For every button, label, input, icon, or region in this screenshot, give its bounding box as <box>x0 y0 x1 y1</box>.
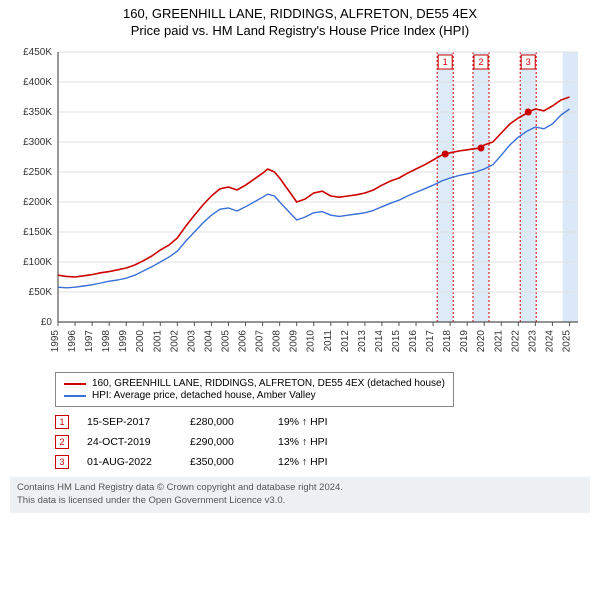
event-badge: 2 <box>55 435 69 449</box>
legend: 160, GREENHILL LANE, RIDDINGS, ALFRETON,… <box>55 372 454 407</box>
chart-title: 160, GREENHILL LANE, RIDDINGS, ALFRETON,… <box>0 0 600 40</box>
svg-text:2007: 2007 <box>255 330 266 353</box>
svg-text:2011: 2011 <box>323 330 334 352</box>
svg-text:2023: 2023 <box>527 330 538 353</box>
svg-text:2013: 2013 <box>357 330 368 353</box>
svg-text:£150K: £150K <box>23 227 52 238</box>
svg-text:2016: 2016 <box>408 330 419 353</box>
svg-text:2008: 2008 <box>272 330 283 353</box>
svg-text:£50K: £50K <box>29 287 53 298</box>
legend-item: 160, GREENHILL LANE, RIDDINGS, ALFRETON,… <box>64 378 445 389</box>
event-date: 15-SEP-2017 <box>87 416 172 428</box>
svg-text:2018: 2018 <box>442 330 453 353</box>
svg-text:2014: 2014 <box>374 330 385 353</box>
svg-text:2020: 2020 <box>476 330 487 353</box>
svg-text:1995: 1995 <box>50 330 61 353</box>
svg-text:2012: 2012 <box>340 330 351 353</box>
events-table: 1 15-SEP-2017 £280,000 19% ↑ HPI 2 24-OCT-201… <box>55 415 590 469</box>
svg-text:2009: 2009 <box>289 330 300 353</box>
svg-text:1996: 1996 <box>67 330 78 353</box>
svg-text:1998: 1998 <box>101 330 112 353</box>
legend-item: HPI: Average price, detached house, Ambe… <box>64 390 445 401</box>
title-line2: Price paid vs. HM Land Registry's House … <box>8 23 592 38</box>
svg-text:3: 3 <box>526 57 531 67</box>
event-delta: 12% ↑ HPI <box>278 456 328 468</box>
event-delta: 13% ↑ HPI <box>278 436 328 448</box>
svg-text:£450K: £450K <box>23 47 52 58</box>
title-line1: 160, GREENHILL LANE, RIDDINGS, ALFRETON,… <box>8 6 592 21</box>
svg-text:2010: 2010 <box>306 330 317 353</box>
svg-text:£350K: £350K <box>23 107 52 118</box>
svg-text:2: 2 <box>478 57 483 67</box>
svg-text:2005: 2005 <box>220 330 231 353</box>
svg-text:2006: 2006 <box>238 330 249 353</box>
svg-text:£0: £0 <box>41 317 53 328</box>
event-delta: 19% ↑ HPI <box>278 416 328 428</box>
event-badge: 3 <box>55 455 69 469</box>
svg-text:2001: 2001 <box>152 330 163 353</box>
event-badge: 1 <box>55 415 69 429</box>
legend-swatch <box>64 383 86 385</box>
svg-text:2017: 2017 <box>425 330 436 353</box>
svg-text:2021: 2021 <box>493 330 504 353</box>
legend-swatch <box>64 395 86 397</box>
event-date: 24-OCT-2019 <box>87 436 172 448</box>
legend-label: HPI: Average price, detached house, Ambe… <box>92 390 316 401</box>
svg-text:2025: 2025 <box>561 330 572 353</box>
event-price: £290,000 <box>190 436 260 448</box>
svg-text:2003: 2003 <box>186 330 197 353</box>
event-price: £350,000 <box>190 456 260 468</box>
event-row: 2 24-OCT-2019 £290,000 13% ↑ HPI <box>55 435 590 449</box>
event-price: £280,000 <box>190 416 260 428</box>
event-row: 1 15-SEP-2017 £280,000 19% ↑ HPI <box>55 415 590 429</box>
svg-text:1: 1 <box>443 57 448 67</box>
svg-text:£100K: £100K <box>23 257 52 268</box>
footer-line1: Contains HM Land Registry data © Crown c… <box>17 482 583 495</box>
svg-text:£400K: £400K <box>23 77 52 88</box>
svg-text:1997: 1997 <box>84 330 95 353</box>
footer-line2: This data is licensed under the Open Gov… <box>17 495 583 508</box>
svg-text:£200K: £200K <box>23 197 52 208</box>
legend-label: 160, GREENHILL LANE, RIDDINGS, ALFRETON,… <box>92 378 445 389</box>
svg-text:2024: 2024 <box>544 330 555 353</box>
svg-text:2022: 2022 <box>510 330 521 353</box>
event-date: 01-AUG-2022 <box>87 456 172 468</box>
svg-text:2004: 2004 <box>203 330 214 353</box>
svg-text:£300K: £300K <box>23 137 52 148</box>
svg-text:£250K: £250K <box>23 167 52 178</box>
svg-text:2019: 2019 <box>459 330 470 353</box>
svg-text:2015: 2015 <box>391 330 402 353</box>
svg-text:1999: 1999 <box>118 330 129 353</box>
event-row: 3 01-AUG-2022 £350,000 12% ↑ HPI <box>55 455 590 469</box>
price-chart: 1 2 3 £0 £50K £100K £150K £200K £250K £300K £350K £… <box>10 44 590 364</box>
svg-text:2002: 2002 <box>169 330 180 353</box>
footer-attribution: Contains HM Land Registry data © Crown c… <box>10 477 590 513</box>
svg-text:2000: 2000 <box>135 330 146 353</box>
